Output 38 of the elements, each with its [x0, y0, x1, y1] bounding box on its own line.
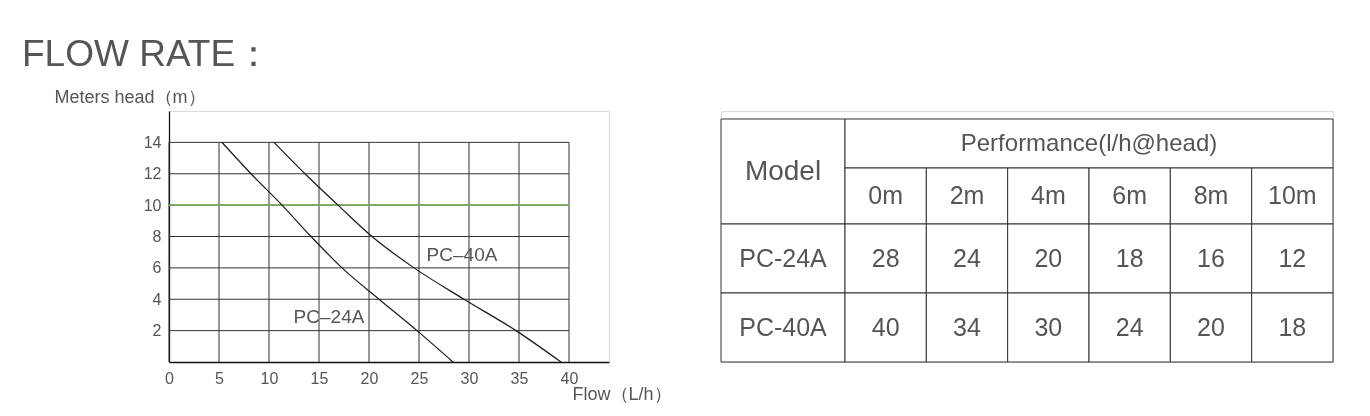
- data-label: 12: [1278, 243, 1307, 272]
- data-label: 16: [1197, 243, 1225, 272]
- data-label: 24: [1115, 312, 1144, 341]
- x-tick-label: 20: [360, 369, 379, 387]
- data-label: 24: [953, 243, 981, 272]
- x-tick-label: 8m: [1193, 181, 1229, 209]
- x-tick-label: 0: [165, 369, 175, 387]
- x-tick-label: 10: [260, 369, 279, 387]
- data-label: 20: [1034, 243, 1063, 272]
- x-tick-label: 15: [310, 369, 329, 387]
- data-label: 40: [871, 312, 900, 341]
- y-tick-label: 2: [152, 322, 162, 340]
- x-tick-label: 25: [410, 369, 429, 387]
- y-tick-label: 6: [152, 259, 162, 277]
- y-tick-label: 12: [143, 165, 162, 183]
- y-axis-title: Model: [744, 154, 822, 186]
- x-tick-label: 35: [510, 369, 529, 387]
- x-tick-label: 10m: [1268, 181, 1317, 209]
- data-label: 30: [1034, 312, 1063, 341]
- y-tick-label: 4: [152, 290, 162, 308]
- data-label: 20: [1197, 312, 1225, 341]
- x-tick-label: 2m: [949, 181, 985, 209]
- x-tick-label: 5: [215, 369, 225, 387]
- chart-title: FLOW RATE：: [22, 33, 273, 74]
- data-label: 34: [953, 312, 981, 341]
- y-tick-label: PC-40A: [739, 312, 828, 341]
- x-tick-label: 6m: [1112, 181, 1148, 209]
- x-tick-label: 4m: [1030, 181, 1066, 209]
- x-tick-label: 0m: [868, 181, 904, 209]
- y-axis-title: Meters head（m）: [54, 86, 206, 107]
- data-label: 18: [1115, 243, 1144, 272]
- x-tick-label: 30: [460, 369, 479, 387]
- data-label: 18: [1278, 312, 1307, 341]
- y-tick-label: 14: [143, 133, 162, 151]
- y-tick-label: PC-24A: [739, 243, 828, 272]
- y-tick-label: 8: [152, 228, 162, 245]
- data-label: 28: [871, 243, 900, 272]
- chart-title: Performance(l/h@head): [960, 128, 1218, 156]
